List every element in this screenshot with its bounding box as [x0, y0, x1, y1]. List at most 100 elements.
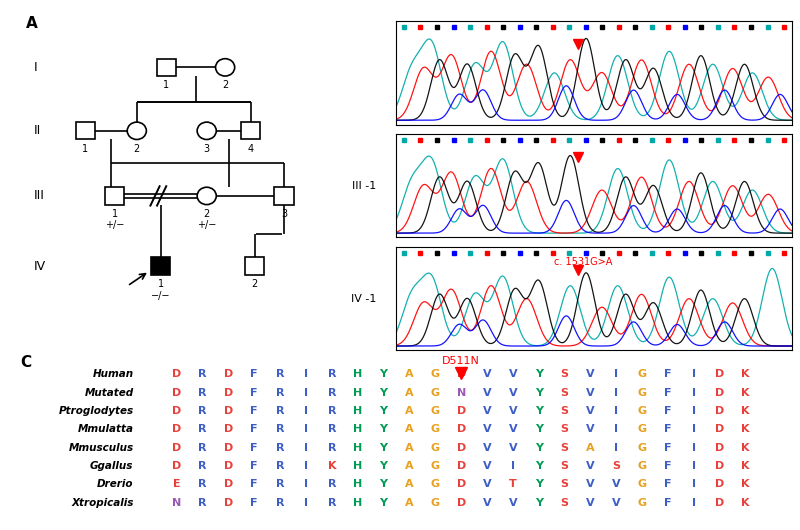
Text: D: D: [224, 369, 233, 379]
Text: F: F: [664, 369, 672, 379]
Text: D: D: [457, 443, 466, 453]
Text: G: G: [638, 369, 647, 379]
Text: V: V: [612, 498, 621, 508]
Text: V: V: [509, 369, 518, 379]
Text: R: R: [276, 425, 284, 435]
Text: A: A: [405, 443, 414, 453]
Text: A: A: [405, 480, 414, 490]
Text: A: A: [586, 443, 595, 453]
Text: V: V: [482, 369, 491, 379]
Text: R: R: [327, 406, 336, 416]
Text: R: R: [198, 425, 206, 435]
Text: R: R: [198, 498, 206, 508]
Text: G: G: [638, 406, 647, 416]
Text: A: A: [405, 406, 414, 416]
Text: F: F: [250, 498, 258, 508]
Text: V: V: [509, 425, 518, 435]
Text: I: I: [304, 443, 308, 453]
Text: I: I: [34, 61, 38, 74]
Text: Y: Y: [379, 480, 387, 490]
Text: V: V: [586, 406, 595, 416]
Text: H: H: [353, 461, 362, 471]
Text: G: G: [638, 387, 647, 398]
Text: V: V: [482, 425, 491, 435]
Text: 1: 1: [112, 209, 118, 219]
Text: R: R: [198, 387, 206, 398]
Text: T: T: [509, 480, 517, 490]
Text: Y: Y: [534, 387, 542, 398]
Text: I: I: [692, 443, 696, 453]
Text: G: G: [430, 443, 440, 453]
Text: R: R: [198, 406, 206, 416]
Text: I: I: [692, 387, 696, 398]
Text: c. 1531G>A: c. 1531G>A: [554, 257, 613, 267]
Text: G: G: [638, 443, 647, 453]
Text: D: D: [457, 498, 466, 508]
Text: Y: Y: [379, 498, 387, 508]
Text: D: D: [457, 461, 466, 471]
Text: S: S: [561, 498, 569, 508]
Text: A: A: [405, 498, 414, 508]
Text: III: III: [34, 189, 45, 202]
Text: F: F: [664, 387, 672, 398]
Text: I: I: [304, 498, 308, 508]
Text: F: F: [250, 369, 258, 379]
Text: S: S: [561, 480, 569, 490]
Text: G: G: [430, 480, 440, 490]
Text: R: R: [198, 369, 206, 379]
Text: G: G: [430, 425, 440, 435]
Text: I: I: [511, 461, 515, 471]
Text: V: V: [612, 480, 621, 490]
Text: V: V: [482, 387, 491, 398]
Text: I: I: [692, 461, 696, 471]
Circle shape: [215, 59, 234, 76]
Text: D: D: [715, 406, 725, 416]
Text: S: S: [561, 461, 569, 471]
Text: I: I: [304, 425, 308, 435]
Text: D: D: [172, 443, 181, 453]
Text: V: V: [586, 480, 595, 490]
Text: K: K: [742, 387, 750, 398]
Text: H: H: [353, 369, 362, 379]
Text: G: G: [430, 461, 440, 471]
Text: D: D: [457, 480, 466, 490]
Circle shape: [127, 122, 146, 139]
Text: D: D: [224, 443, 233, 453]
Text: G: G: [638, 498, 647, 508]
Bar: [76, 122, 95, 139]
Text: Y: Y: [379, 425, 387, 435]
Text: Y: Y: [379, 461, 387, 471]
Text: G: G: [638, 425, 647, 435]
Text: A: A: [405, 369, 414, 379]
Text: Y: Y: [379, 369, 387, 379]
Text: D: D: [715, 498, 725, 508]
Text: Y: Y: [534, 498, 542, 508]
Text: G: G: [430, 387, 440, 398]
Text: R: R: [276, 406, 284, 416]
Text: F: F: [664, 480, 672, 490]
Text: D: D: [715, 480, 725, 490]
Text: I: I: [614, 425, 618, 435]
Text: R: R: [327, 425, 336, 435]
Text: H: H: [353, 443, 362, 453]
Text: F: F: [664, 498, 672, 508]
Text: H: H: [353, 387, 362, 398]
Text: D: D: [224, 498, 233, 508]
Text: D: D: [172, 369, 181, 379]
Text: G: G: [430, 406, 440, 416]
Text: Ptroglodytes: Ptroglodytes: [58, 406, 134, 416]
Text: E: E: [173, 480, 180, 490]
Text: S: S: [561, 387, 569, 398]
Text: I: I: [692, 425, 696, 435]
Text: +/−: +/−: [105, 219, 125, 229]
Text: R: R: [327, 387, 336, 398]
Text: D: D: [172, 425, 181, 435]
Text: D: D: [715, 443, 725, 453]
Text: S: S: [561, 369, 569, 379]
Text: D: D: [715, 369, 725, 379]
Text: D: D: [715, 387, 725, 398]
Text: V: V: [482, 443, 491, 453]
Text: I: I: [304, 369, 308, 379]
Text: I: I: [614, 443, 618, 453]
Text: D: D: [224, 406, 233, 416]
